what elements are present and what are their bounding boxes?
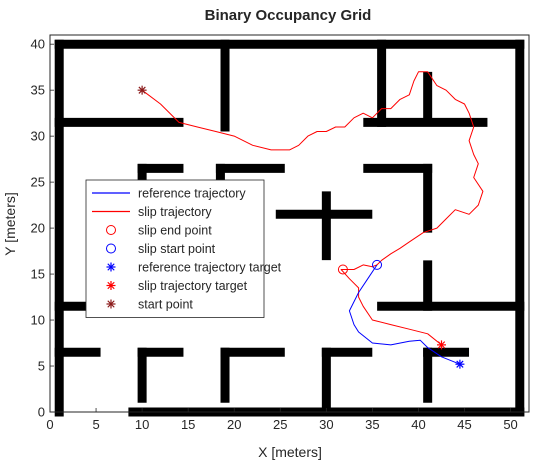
series-line-slip-trajectory xyxy=(141,71,484,346)
x-tick-label: 45 xyxy=(457,417,471,432)
legend-symbol-reference-trajectory-target xyxy=(106,262,116,272)
x-axis-label: X [meters] xyxy=(258,444,322,460)
marker-start-point xyxy=(137,85,147,95)
y-tick-label: 15 xyxy=(31,267,45,282)
x-tick-label: 35 xyxy=(365,417,379,432)
x-axis-ticks: 0 5 10 15 20 25 30 35 40 45 50 xyxy=(46,408,518,432)
x-tick-label: 20 xyxy=(227,417,241,432)
y-tick-label: 20 xyxy=(31,221,45,236)
legend-label: reference trajectory xyxy=(138,187,246,201)
point-markers xyxy=(137,85,465,369)
legend-label: slip trajectory target xyxy=(138,279,248,293)
plot-border xyxy=(49,34,530,413)
marker-slip-end-point xyxy=(337,264,348,275)
legend-label: slip trajectory xyxy=(138,205,212,219)
y-tick-label: 40 xyxy=(31,37,45,52)
x-tick-label: 40 xyxy=(411,417,425,432)
legend-items: reference trajectory slip trajectory slip … xyxy=(92,187,282,312)
marker-reference-trajectory-target xyxy=(455,359,465,369)
legend-label: slip start point xyxy=(138,242,216,256)
marker-slip-start-point xyxy=(372,259,383,270)
legend: reference trajectory slip trajectory slip … xyxy=(85,179,282,318)
legend-symbol-slip-start-point xyxy=(106,243,116,254)
legend-label: reference trajectory target xyxy=(138,261,282,275)
trajectories xyxy=(141,71,484,365)
y-tick-label: 25 xyxy=(31,175,45,190)
y-tick-label: 5 xyxy=(38,359,45,374)
x-tick-label: 30 xyxy=(319,417,333,432)
y-tick-label: 35 xyxy=(31,83,45,98)
x-tick-label: 25 xyxy=(273,417,287,432)
y-axis-label: Y [meters] xyxy=(2,192,18,256)
legend-symbol-slip-end-point xyxy=(106,225,116,235)
marker-slip-trajectory-target xyxy=(436,340,446,350)
x-tick-label: 0 xyxy=(46,417,53,432)
y-tick-label: 10 xyxy=(31,313,45,328)
y-axis-ticks: 0 5 10 15 20 25 30 35 40 xyxy=(31,37,54,420)
chart-title: Binary Occupancy Grid xyxy=(205,7,372,24)
y-tick-label: 30 xyxy=(31,129,45,144)
legend-label: slip end point xyxy=(138,224,212,238)
x-tick-label: 50 xyxy=(503,417,517,432)
legend-symbol-slip-trajectory-target xyxy=(106,281,116,290)
series-line-reference-trajectory xyxy=(348,264,461,365)
x-tick-label: 15 xyxy=(181,417,195,432)
x-tick-label: 5 xyxy=(92,417,99,432)
legend-symbol-start-point xyxy=(106,299,116,309)
x-tick-label: 10 xyxy=(135,417,149,432)
legend-label: start point xyxy=(138,298,193,312)
y-tick-label: 0 xyxy=(38,405,45,420)
